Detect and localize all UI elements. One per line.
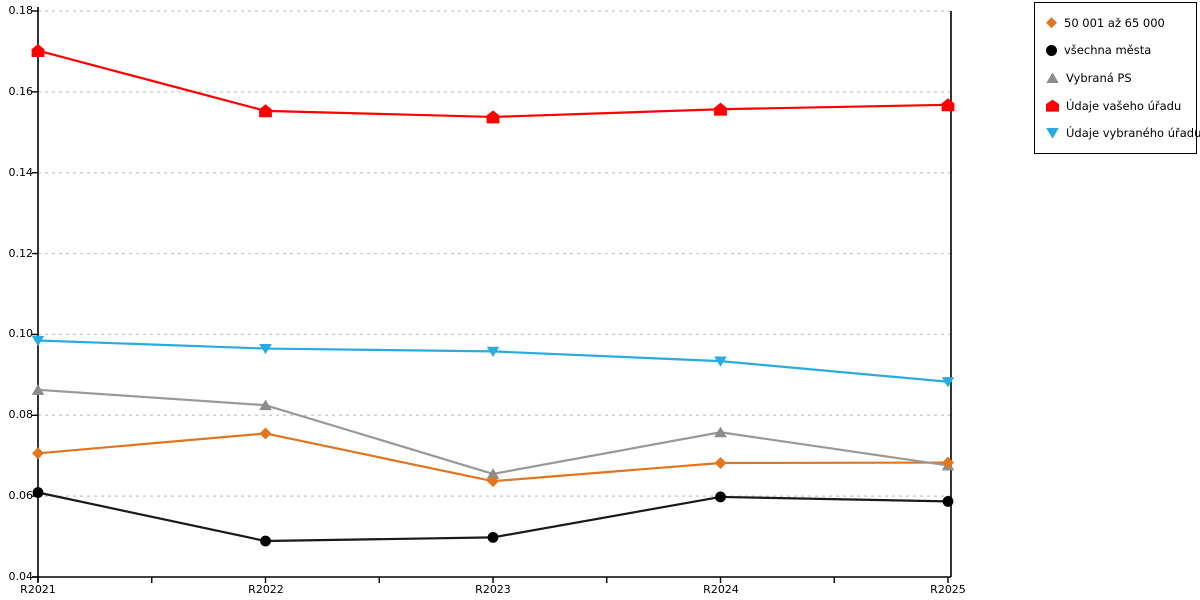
diamond-marker xyxy=(487,475,499,488)
y-tick-label: 0.16 xyxy=(8,85,34,98)
circle-marker xyxy=(942,495,954,507)
y-tick-label: 0.08 xyxy=(8,408,34,421)
circle-marker xyxy=(487,531,499,543)
y-tick-label: 0.12 xyxy=(8,247,34,260)
pentagon-up-marker xyxy=(941,98,955,112)
x-tick-label: R2025 xyxy=(930,583,966,596)
pentagon-up-marker xyxy=(714,102,727,116)
x-tick-label: R2023 xyxy=(475,583,511,596)
pentagon-up-marker xyxy=(259,104,272,118)
legend-label: Údaje vašeho úřadu xyxy=(1066,98,1182,113)
legend-label: 50 001 až 65 000 xyxy=(1064,15,1165,30)
pentagon-up-marker-icon xyxy=(1046,99,1059,112)
pentagon-up-marker xyxy=(486,110,500,124)
circle-marker xyxy=(260,535,271,547)
triangle-down-marker xyxy=(486,346,500,358)
diamond-marker xyxy=(714,456,727,469)
x-tick-label: R2021 xyxy=(20,583,56,596)
circle-marker xyxy=(715,491,726,503)
diamond-marker-icon xyxy=(1046,17,1057,29)
y-tick-label: 0.06 xyxy=(8,489,34,502)
legend-label: Údaje vybraného úřadu xyxy=(1066,126,1200,141)
triangle-down-marker-icon xyxy=(1046,127,1059,139)
x-tick-label: R2024 xyxy=(703,583,739,596)
legend-item: všechna města xyxy=(1035,43,1196,57)
triangle-up-marker xyxy=(486,468,500,479)
legend-item: Údaje vybraného úřadu xyxy=(1035,126,1200,140)
series-line xyxy=(36,339,950,383)
legend-item: Vybraná PS xyxy=(1035,71,1196,85)
circle-marker xyxy=(32,487,44,498)
y-tick-label: 0.14 xyxy=(8,166,34,179)
legend: 50 001 až 65 000 všechna města Vybraná P… xyxy=(1034,2,1200,154)
diamond-marker xyxy=(32,447,44,460)
triangle-down-marker xyxy=(941,377,955,388)
triangle-down-marker xyxy=(259,343,272,355)
y-tick-label: 0.10 xyxy=(8,327,34,340)
legend-label: Vybraná PS xyxy=(1066,70,1132,85)
triangle-up-marker xyxy=(714,426,727,438)
series-line xyxy=(36,49,950,119)
pentagon-up-marker xyxy=(31,44,45,58)
circle-marker-icon xyxy=(1046,44,1057,56)
triangle-up-marker-icon xyxy=(1046,72,1059,84)
diamond-marker xyxy=(259,427,272,440)
series-line xyxy=(36,388,950,476)
triangle-up-marker xyxy=(31,384,45,395)
legend-label: všechna města xyxy=(1064,43,1152,58)
diamond-marker xyxy=(942,456,954,469)
y-tick-label: 0.04 xyxy=(8,570,34,583)
triangle-down-marker xyxy=(714,356,727,367)
legend-item: 50 001 až 65 000 xyxy=(1035,16,1196,30)
y-tick-label: 0.18 xyxy=(8,4,34,17)
x-tick-label: R2022 xyxy=(248,583,284,596)
legend-item: Údaje vašeho úřadu xyxy=(1035,99,1196,113)
triangle-down-marker xyxy=(31,335,45,347)
triangle-up-marker xyxy=(259,399,272,411)
